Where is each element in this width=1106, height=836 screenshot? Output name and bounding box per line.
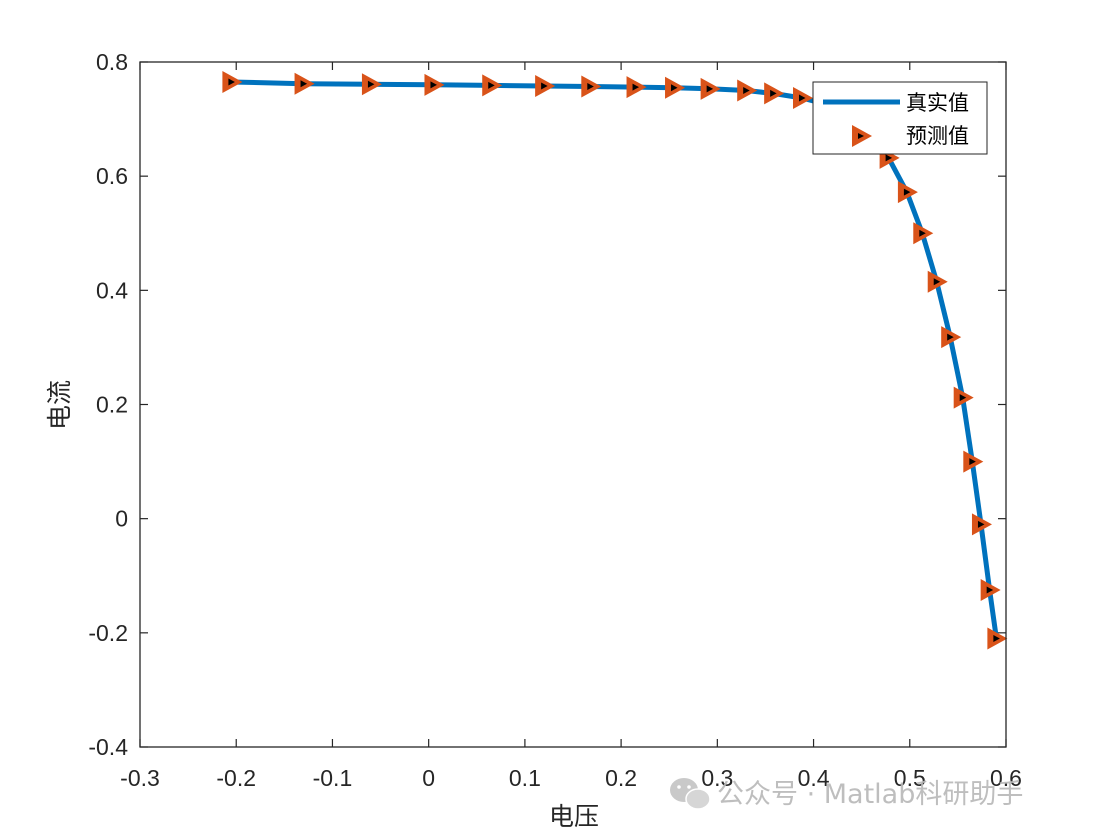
y-tick-label: 0.6: [96, 163, 128, 189]
legend-label-pred: 预测值: [906, 124, 969, 148]
marker-center: [933, 278, 941, 286]
marker-center: [488, 81, 495, 89]
data-point-marker: [581, 75, 602, 98]
x-tick-label: -0.3: [120, 765, 160, 791]
y-tick-label: -0.4: [88, 734, 128, 760]
data-point-marker: [987, 627, 1008, 650]
data-point-marker: [941, 326, 962, 349]
legend: 真实值 预测值: [812, 81, 988, 155]
x-tick-label: 0.1: [509, 765, 541, 791]
marker-center: [986, 586, 994, 594]
y-tick-label: 0.2: [96, 392, 128, 418]
watermark-text: 公众号 · Matlab科研助手: [717, 779, 1023, 810]
data-point-marker: [294, 72, 315, 95]
marker-center: [367, 80, 375, 88]
x-tick-label: -0.1: [313, 765, 353, 791]
data-point-marker: [424, 73, 445, 96]
marker-center: [977, 520, 985, 528]
x-tick-label: 0.3: [701, 765, 733, 791]
marker-center: [430, 81, 437, 89]
y-tick-label: 0.4: [96, 277, 128, 303]
data-point-marker: [737, 79, 758, 102]
data-point-marker: [665, 76, 686, 99]
data-point-marker: [361, 73, 382, 96]
x-tick-label: -0.2: [216, 765, 256, 791]
x-ticks: -0.3 -0.2 -0.1 0 0.1 0.2 0.3 0.4 0.5 0.6: [120, 62, 1022, 791]
marker-center: [743, 87, 750, 95]
data-point-marker: [927, 270, 948, 293]
marker-center: [959, 394, 967, 402]
x-tick-label: 0: [422, 765, 435, 791]
data-point-marker: [913, 222, 934, 245]
marker-center: [228, 78, 235, 86]
x-tick-label: 0.5: [894, 765, 926, 791]
data-point-marker: [482, 74, 503, 97]
marker-center: [632, 83, 640, 91]
y-ticks: -0.4 -0.2 0 0.2 0.4 0.6 0.8: [88, 49, 1006, 760]
marker-center: [919, 229, 926, 237]
data-point-marker: [793, 86, 814, 109]
legend-label-true: 真实值: [906, 91, 969, 115]
marker-center: [885, 154, 893, 162]
data-point-marker: [971, 513, 992, 536]
x-tick-label: 0.6: [990, 765, 1022, 791]
marker-center: [947, 333, 954, 341]
data-point-marker: [535, 74, 556, 97]
marker-center: [993, 635, 1000, 643]
legend-box: [812, 81, 988, 155]
watermark: 公众号 · Matlab科研助手: [670, 778, 1023, 810]
data-point-marker: [953, 386, 974, 409]
marker-center: [969, 458, 976, 466]
marker-center: [541, 82, 548, 90]
y-tick-label: -0.2: [88, 620, 128, 646]
x-axis-title: 电压: [549, 802, 599, 831]
data-point-marker: [980, 579, 1001, 602]
marker-center: [903, 188, 911, 196]
y-axis-title: 电流: [45, 380, 74, 430]
marker-center: [799, 94, 806, 102]
plot-area: [140, 62, 1006, 747]
y-tick-label: 0: [115, 506, 128, 532]
marker-center: [671, 84, 678, 92]
data-point-marker: [963, 450, 984, 473]
y-tick-label: 0.8: [96, 49, 128, 75]
data-point-marker: [222, 70, 243, 93]
x-tick-label: 0.2: [605, 765, 637, 791]
x-tick-label: 0.4: [798, 765, 830, 791]
axes-box: [139, 61, 1007, 748]
data-point-marker: [897, 181, 918, 204]
marker-center: [300, 80, 308, 88]
data-point-marker: [700, 77, 721, 100]
data-point-marker: [764, 82, 785, 105]
marker-center: [706, 85, 714, 93]
data-point-marker: [626, 76, 647, 99]
wechat-icon: [670, 778, 711, 810]
marker-center: [770, 89, 777, 97]
legend-marker-center: [858, 133, 864, 139]
marker-center: [587, 83, 594, 91]
